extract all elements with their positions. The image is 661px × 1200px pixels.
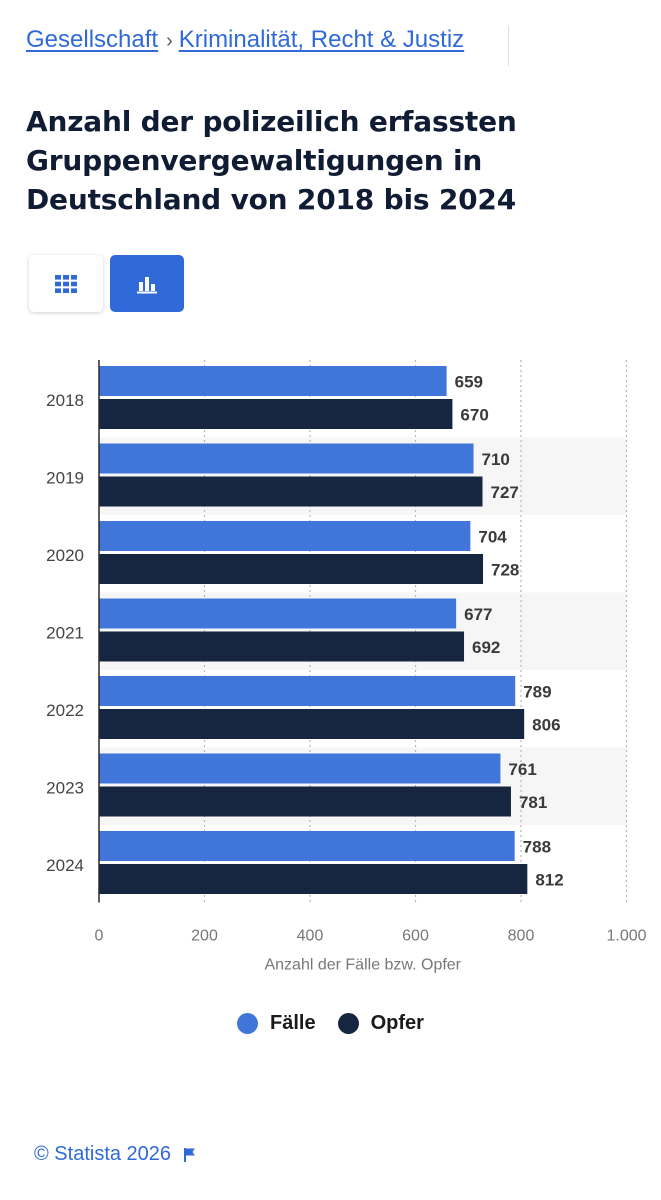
- value-label-opfer-2023: 781: [519, 793, 547, 812]
- footer: © Statista 2026: [34, 1143, 197, 1166]
- value-label-faelle-2022: 789: [523, 683, 551, 702]
- bar-chart-icon: [137, 276, 157, 293]
- chart-title: Anzahl der polizeilich erfassten Gruppen…: [26, 105, 517, 216]
- bar-opfer-2022: [99, 709, 525, 739]
- bar-opfer-2020: [99, 554, 484, 584]
- breadcrumb-separator: ›: [166, 30, 173, 52]
- bar-chart: 659 670 2018 710 727 2019 704 728 2020 677 692 2021…: [46, 360, 647, 974]
- x-tick-label-400: 400: [297, 928, 324, 945]
- bar-faelle-2018: [99, 366, 447, 396]
- legend-label-faelle: Fälle: [270, 1012, 316, 1034]
- bar-opfer-2018: [99, 399, 453, 429]
- value-label-opfer-2018: 670: [460, 406, 488, 425]
- breadcrumb-link-gesellschaft[interactable]: Gesellschaft: [26, 26, 159, 53]
- chart-legend: Fälle Opfer: [0, 1012, 661, 1035]
- category-label-2018: 2018: [46, 391, 84, 410]
- bar-faelle-2019: [99, 443, 474, 474]
- category-label-2020: 2020: [46, 546, 84, 565]
- value-label-faelle-2020: 704: [478, 528, 507, 547]
- flag-icon[interactable]: [183, 1147, 197, 1163]
- value-label-opfer-2021: 692: [472, 638, 500, 657]
- x-tick-label-1000: 1.000: [606, 928, 646, 945]
- x-tick-label-0: 0: [95, 928, 104, 945]
- legend-dot-opfer: [337, 1013, 359, 1034]
- bar-faelle-2022: [99, 676, 516, 706]
- category-label-2021: 2021: [46, 623, 84, 642]
- value-label-opfer-2020: 728: [491, 561, 519, 580]
- breadcrumb: Gesellschaft › Kriminalität, Recht & Justi…: [26, 26, 509, 66]
- value-label-opfer-2022: 806: [532, 716, 560, 735]
- value-label-faelle-2021: 677: [464, 605, 492, 624]
- grid-icon: [55, 274, 77, 293]
- bar-opfer-2024: [99, 864, 528, 894]
- bar-faelle-2021: [99, 598, 457, 629]
- category-label-2022: 2022: [46, 701, 84, 720]
- value-label-faelle-2024: 788: [523, 838, 551, 857]
- value-label-opfer-2024: 812: [535, 871, 563, 890]
- category-label-2024: 2024: [46, 856, 84, 875]
- x-tick-label-600: 600: [402, 928, 429, 945]
- bar-faelle-2024: [99, 831, 515, 861]
- value-label-faelle-2018: 659: [455, 373, 483, 392]
- breadcrumb-link-kriminalitaet[interactable]: Kriminalität, Recht & Justiz: [178, 26, 465, 53]
- bar-faelle-2020: [99, 521, 471, 551]
- table-view-button[interactable]: [29, 255, 103, 312]
- x-tick-label-200: 200: [191, 928, 218, 945]
- legend-item-opfer[interactable]: Opfer: [337, 1012, 424, 1035]
- x-tick-label-800: 800: [508, 928, 535, 945]
- value-label-faelle-2019: 710: [482, 450, 510, 469]
- bar-opfer-2021: [99, 631, 465, 662]
- legend-dot-faelle: [237, 1013, 259, 1034]
- value-label-opfer-2019: 727: [490, 483, 518, 502]
- value-label-faelle-2023: 761: [508, 760, 536, 779]
- legend-item-faelle[interactable]: Fälle: [237, 1012, 316, 1035]
- chart-view-button[interactable]: [110, 255, 184, 312]
- bar-opfer-2023: [99, 786, 511, 817]
- category-label-2019: 2019: [46, 468, 84, 487]
- category-label-2023: 2023: [46, 778, 84, 797]
- legend-label-opfer: Opfer: [370, 1012, 424, 1034]
- bar-opfer-2019: [99, 476, 483, 507]
- bar-faelle-2023: [99, 753, 501, 784]
- copyright-link[interactable]: © Statista 2026: [34, 1143, 172, 1165]
- x-axis-title: Anzahl der Fälle bzw. Opfer: [264, 957, 461, 974]
